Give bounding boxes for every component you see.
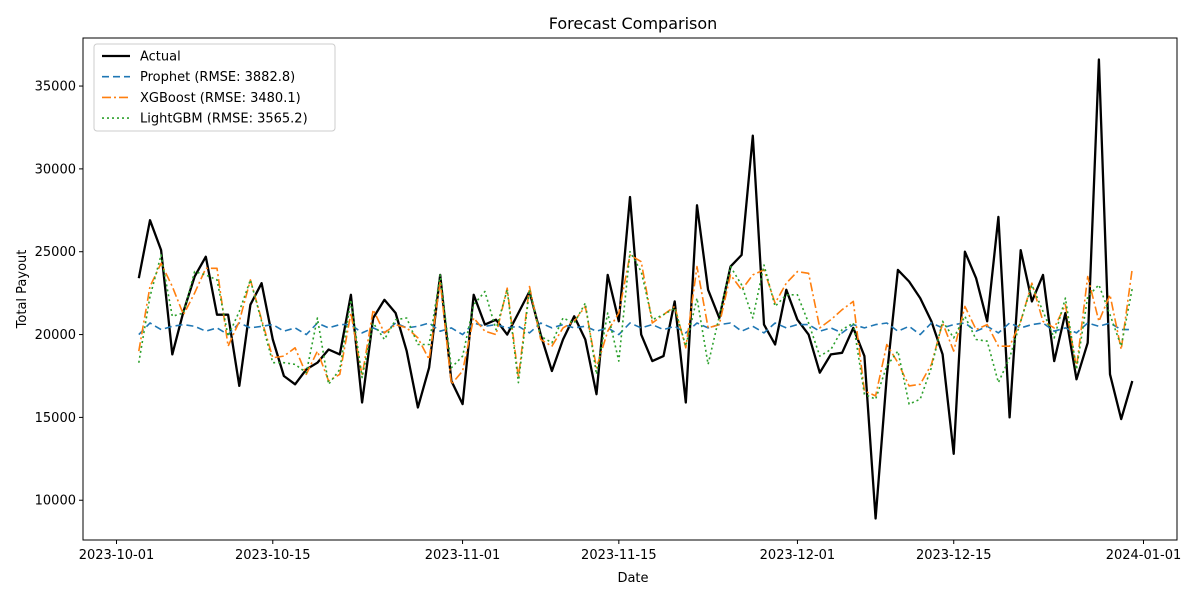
legend-label-2: XGBoost (RMSE: 3480.1) (140, 91, 301, 106)
x-tick-label-6: 2024-01-01 (1106, 548, 1182, 563)
y-tick-label-1: 15000 (35, 411, 76, 426)
x-axis: 2023-10-01 2023-10-15 2023-11-01 2023-11-15… (79, 540, 1182, 563)
plot-frame (82, 37, 1178, 541)
series-line-2 (138, 254, 1134, 397)
chart-title: Forecast Comparison (549, 14, 718, 33)
legend-label-0: Actual (140, 50, 181, 65)
legend-label-3: LightGBM (RMSE: 3565.2) (140, 112, 308, 127)
y-tick-label-3: 25000 (35, 245, 76, 260)
x-tick-label-1: 2023-10-15 (235, 548, 311, 563)
x-tick-label-5: 2023-12-15 (916, 548, 992, 563)
legend: Actual Prophet (RMSE: 3882.8) XGBoost (RMS… (93, 43, 336, 132)
series-line-1 (138, 322, 1133, 336)
series-line-0 (137, 58, 1134, 520)
y-axis-label: Total Payout (15, 250, 30, 330)
x-tick-label-0: 2023-10-01 (79, 548, 155, 563)
x-tick-label-2: 2023-11-01 (425, 548, 501, 563)
y-tick-label-0: 10000 (35, 494, 76, 509)
y-tick-label-5: 35000 (35, 80, 76, 95)
y-axis: 10000 15000 20000 25000 30000 35000 (35, 80, 83, 509)
y-tick-label-2: 20000 (35, 328, 76, 343)
plot-area (137, 58, 1134, 520)
legend-box (93, 43, 336, 132)
y-tick-label-4: 30000 (35, 162, 76, 177)
x-axis-label: Date (617, 571, 648, 586)
x-tick-label-3: 2023-11-15 (581, 548, 657, 563)
legend-label-1: Prophet (RMSE: 3882.8) (140, 70, 295, 85)
x-tick-label-4: 2023-12-01 (760, 548, 836, 563)
